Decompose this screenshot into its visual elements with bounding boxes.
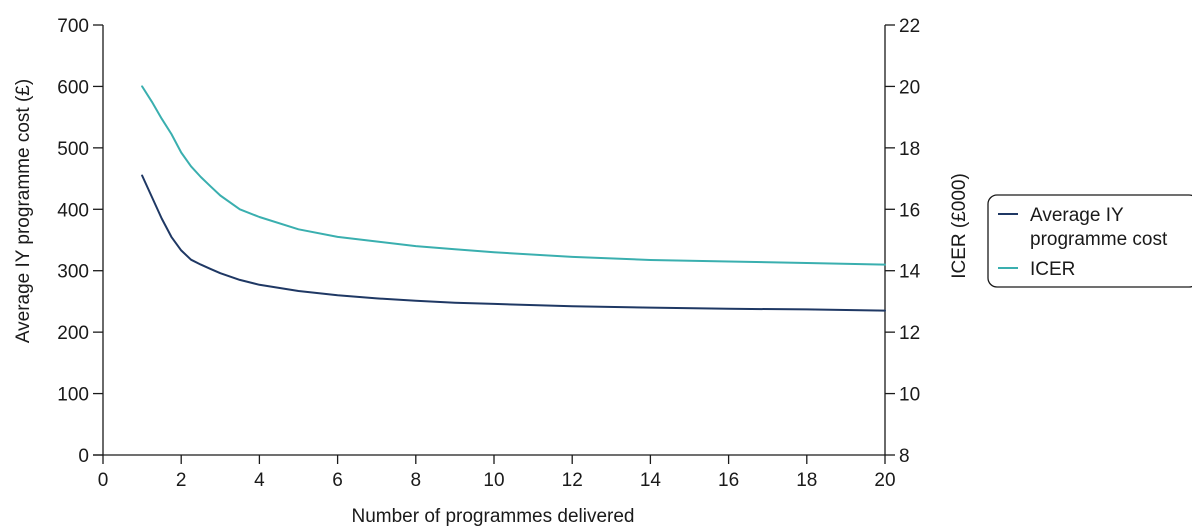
- y-axis-right-title: ICER (£000): [949, 173, 970, 279]
- series-layer: [141, 85, 886, 312]
- y-left-tick-label: 400: [57, 200, 89, 221]
- x-tick-label: 8: [411, 470, 422, 491]
- legend: Average IY programme cost ICER: [987, 194, 1192, 288]
- y-right-tick-label: 16: [899, 200, 920, 221]
- x-tick-label: 0: [98, 470, 109, 491]
- y-left-tick-label: 500: [57, 139, 89, 160]
- x-tick-label: 4: [254, 470, 265, 491]
- x-tick-label: 10: [483, 470, 504, 491]
- x-tick-label: 18: [796, 470, 817, 491]
- y-left-tick-label: 700: [57, 16, 89, 37]
- x-axis-title: Number of programmes delivered: [351, 506, 634, 527]
- legend-box: [987, 194, 1192, 288]
- y-right-tick-label: 18: [899, 139, 920, 160]
- x-tick-label: 16: [718, 470, 739, 491]
- y-right-tick-label: 14: [899, 262, 921, 283]
- y-right-tick-label: 10: [899, 385, 920, 406]
- x-tick-label: 12: [562, 470, 583, 491]
- y-left-tick-label: 600: [57, 77, 89, 98]
- legend-label-average-cost: Average IY programme cost: [1030, 205, 1168, 250]
- x-tick-label: 20: [874, 470, 895, 491]
- series-line-average-cost: [141, 174, 886, 312]
- x-tick-label: 14: [640, 470, 662, 491]
- y-left-tick-label: 200: [57, 323, 89, 344]
- y-right-tick-label: 8: [899, 446, 910, 467]
- axes: 0 2 4 6 8 10 12 14 16 18 2001002003004005006007008…: [57, 16, 920, 491]
- y-right-tick-label: 12: [899, 323, 920, 344]
- y-left-tick-label: 300: [57, 262, 89, 283]
- y-left-tick-label: 100: [57, 385, 89, 406]
- series-line-icer: [141, 85, 886, 266]
- y-axis-left-title: Average IY programme cost (£): [13, 79, 34, 343]
- x-tick-label: 2: [176, 470, 187, 491]
- y-left-tick-label: 0: [78, 446, 89, 467]
- y-right-tick-label: 22: [899, 16, 920, 37]
- legend-label-icer: ICER: [1030, 259, 1075, 280]
- x-tick-label: 6: [332, 470, 343, 491]
- y-right-tick-label: 20: [899, 77, 920, 98]
